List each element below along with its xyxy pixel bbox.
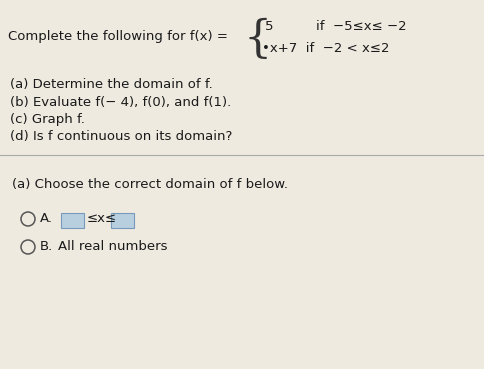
Text: 5          if  −5≤x≤ −2: 5 if −5≤x≤ −2 xyxy=(264,20,406,33)
Text: B.: B. xyxy=(40,240,53,253)
Text: All real numbers: All real numbers xyxy=(58,240,167,253)
Text: (c) Graph f.: (c) Graph f. xyxy=(10,113,85,126)
Text: A.: A. xyxy=(40,212,53,225)
FancyBboxPatch shape xyxy=(111,213,134,228)
Text: (d) Is f continuous on its domain?: (d) Is f continuous on its domain? xyxy=(10,130,232,143)
FancyBboxPatch shape xyxy=(61,213,84,228)
Text: •x+7  if  −2 < x≤2: •x+7 if −2 < x≤2 xyxy=(261,42,389,55)
Text: (b) Evaluate f(− 4), f(0), and f(1).: (b) Evaluate f(− 4), f(0), and f(1). xyxy=(10,96,231,109)
Text: ≤x≤: ≤x≤ xyxy=(87,212,117,225)
Text: Complete the following for f(x) =: Complete the following for f(x) = xyxy=(8,30,227,43)
Text: (a) Determine the domain of f.: (a) Determine the domain of f. xyxy=(10,78,212,91)
Text: {: { xyxy=(243,18,272,61)
Text: (a) Choose the correct domain of f below.: (a) Choose the correct domain of f below… xyxy=(12,178,287,191)
